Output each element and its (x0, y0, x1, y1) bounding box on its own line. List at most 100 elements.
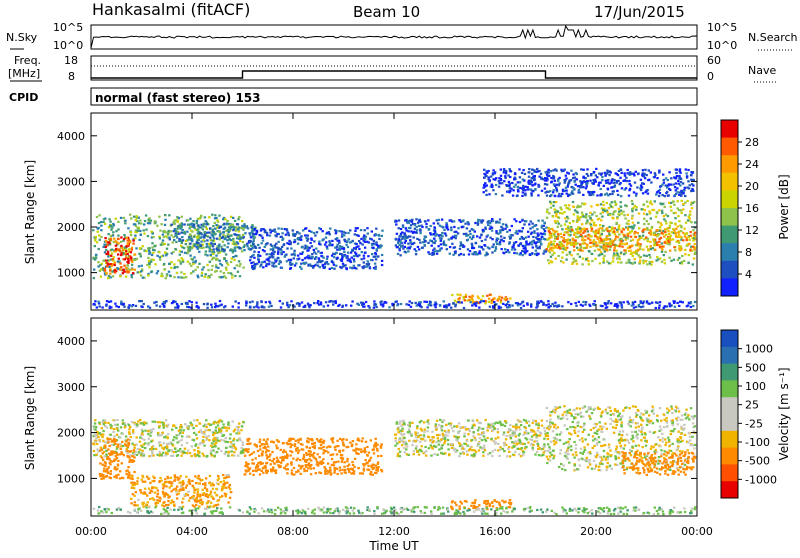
data-cell (694, 301, 696, 303)
data-cell (531, 243, 533, 245)
data-cell (572, 201, 574, 203)
data-cell (463, 254, 465, 256)
data-cell (206, 228, 208, 230)
data-cell (114, 466, 116, 468)
data-cell (239, 240, 241, 242)
data-cell (423, 301, 425, 303)
data-cell (674, 306, 676, 308)
data-cell (95, 434, 97, 436)
data-cell (197, 447, 199, 449)
data-cell (187, 246, 189, 248)
data-cell (141, 446, 143, 448)
data-cell (135, 443, 137, 445)
data-cell (153, 486, 155, 488)
data-cell (206, 245, 208, 247)
data-cell (687, 169, 689, 171)
data-cell (97, 227, 99, 229)
data-cell (652, 238, 654, 240)
data-cell (613, 249, 615, 251)
data-cell (184, 448, 186, 450)
data-cell (691, 189, 693, 191)
data-cell (338, 240, 340, 242)
data-cell (236, 426, 238, 428)
data-cell (173, 230, 175, 232)
data-cell (215, 305, 217, 307)
data-cell (411, 302, 413, 304)
data-cell (129, 426, 131, 428)
data-cell (597, 244, 599, 246)
data-cell (100, 434, 102, 436)
data-cell (578, 232, 580, 234)
data-cell (301, 246, 303, 248)
data-cell (525, 220, 527, 222)
data-cell (149, 492, 151, 494)
data-cell (335, 252, 337, 254)
data-cell (530, 220, 532, 222)
data-cell (620, 252, 622, 254)
data-cell (148, 247, 150, 249)
data-cell (445, 306, 447, 308)
data-cell (338, 304, 340, 306)
data-cell (338, 242, 340, 244)
data-cell (461, 301, 463, 303)
data-cell (694, 232, 696, 234)
data-cell (325, 241, 327, 243)
data-cell (505, 224, 507, 226)
data-cell (162, 234, 164, 236)
data-cell (293, 252, 295, 254)
data-cell (198, 251, 200, 253)
data-cell (110, 470, 112, 472)
data-cell (270, 305, 272, 307)
data-cell (115, 469, 117, 471)
data-cell (239, 437, 241, 439)
data-cell (242, 234, 244, 236)
data-cell (149, 482, 151, 484)
data-cell (147, 430, 149, 432)
data-cell (674, 300, 676, 302)
data-cell (133, 444, 135, 446)
data-cell (296, 303, 298, 305)
data-cell (656, 302, 658, 304)
data-cell (146, 264, 148, 266)
data-cell (524, 189, 526, 191)
data-cell (349, 260, 351, 262)
data-cell (568, 208, 570, 210)
data-cell (152, 428, 154, 430)
noise-left-tick-top: 10^5 (53, 21, 83, 34)
data-cell (205, 226, 207, 228)
data-cell (147, 305, 149, 307)
data-cell (663, 236, 665, 238)
data-cell (161, 434, 163, 436)
data-cell (517, 181, 519, 183)
data-cell (660, 222, 662, 224)
data-cell (102, 452, 104, 454)
data-cell (508, 304, 510, 306)
data-cell (467, 248, 469, 250)
data-cell (658, 304, 660, 306)
data-cell (590, 205, 592, 207)
data-cell (694, 221, 696, 223)
data-cell (106, 265, 108, 267)
data-cell (668, 183, 670, 185)
data-cell (594, 233, 596, 235)
data-cell (554, 180, 556, 182)
data-cell (639, 260, 641, 262)
data-cell (193, 487, 195, 489)
data-cell (139, 489, 141, 491)
data-cell (573, 181, 575, 183)
data-cell (691, 172, 693, 174)
data-cell (314, 234, 316, 236)
data-cell (563, 190, 565, 192)
data-cell (676, 175, 678, 177)
data-cell (643, 218, 645, 220)
data-cell (638, 243, 640, 245)
data-cell (163, 442, 165, 444)
data-cell (607, 230, 609, 232)
data-cell (202, 228, 204, 230)
data-cell (207, 303, 209, 305)
data-cell (566, 254, 568, 256)
data-cell (151, 270, 153, 272)
data-cell (119, 470, 121, 472)
colorbar-block (721, 120, 738, 138)
data-cell (638, 212, 640, 214)
